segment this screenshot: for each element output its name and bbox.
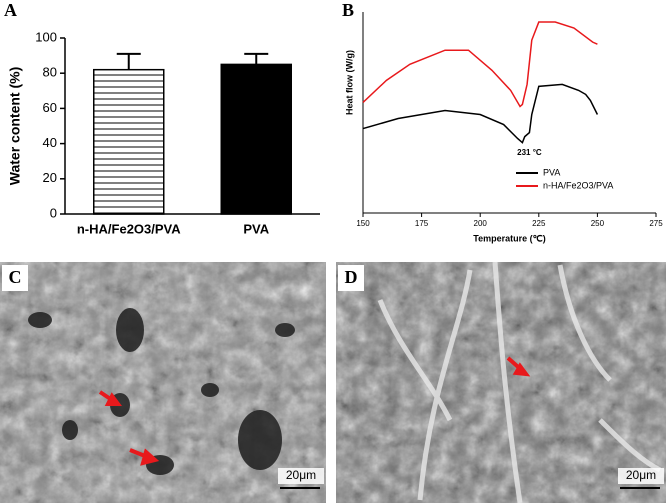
panel-label: D [345,267,358,287]
panel-label-bg [338,265,364,291]
y-tick-label: 20 [43,170,57,185]
y-tick-label: 60 [43,100,57,115]
x-tick-label: 150 [356,219,370,228]
x-tick-label: 200 [474,219,488,228]
line [362,21,598,108]
sem-image-c [0,262,326,503]
scale-bar-bg [278,468,324,484]
x-tick-label: n-HA/Fe2O3/PVA [77,221,181,236]
y-tick-label: 80 [43,65,57,80]
panel-label-bg [2,265,28,291]
y-tick-label: 0 [50,205,57,220]
annotation: 231 °C [517,148,542,157]
sem-image-d [336,261,666,503]
y-axis-label: Water content (%) [7,67,23,185]
panel-label: C [9,267,22,287]
bar [93,68,165,215]
x-axis-label: Temperature (℃) [473,233,545,243]
panel-label: B [342,0,354,20]
panel-label: A [4,0,17,20]
error-bar [244,52,269,65]
x-tick-label: 275 [649,219,663,228]
y-tick-label: 100 [35,29,57,44]
y-axis-label: Heat flow (W/g) [344,50,354,115]
x-tick-label: PVA [243,221,269,236]
bar [220,63,292,215]
x-tick-label: 225 [532,219,546,228]
error-bar [116,52,141,70]
scale-bar-label: 20μm [626,468,656,482]
line [362,83,599,144]
y-tick-label: 40 [43,135,57,150]
x-tick-label: 175 [415,219,429,228]
legend-label: n-HA/Fe2O3/PVA [543,180,613,190]
scale-bar-bg [618,468,664,484]
scale-bar-label: 20μm [286,468,316,482]
legend-label: PVA [543,167,560,177]
x-tick-label: 250 [591,219,605,228]
